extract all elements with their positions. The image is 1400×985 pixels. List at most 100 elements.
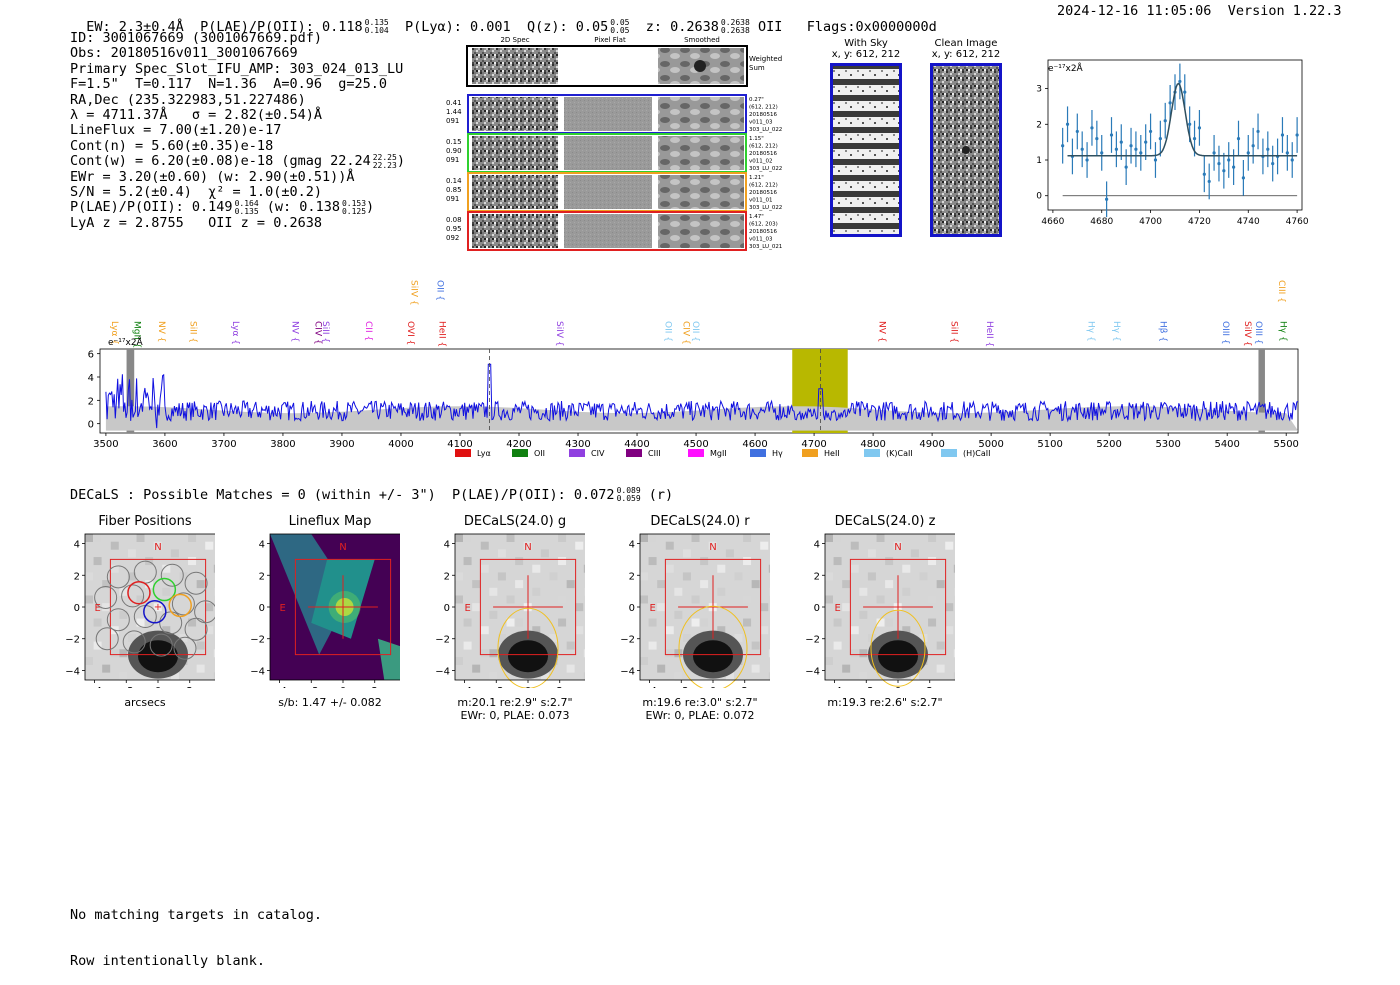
decals-noise-pixel bbox=[153, 541, 162, 550]
line-fit-point bbox=[1153, 158, 1158, 162]
decals-noise-pixel bbox=[876, 534, 885, 542]
cutout-row-left-value: 0.95 bbox=[446, 225, 462, 233]
decals-noise-pixel bbox=[196, 664, 205, 673]
info-id: ID: 3001067669 (3001067669.pdf) bbox=[70, 30, 322, 46]
panel-ytick-label: 4 bbox=[259, 540, 265, 551]
line-fit-point bbox=[1188, 122, 1192, 126]
decals-noise-pixel bbox=[936, 580, 945, 589]
decals-noise-pixel bbox=[102, 664, 111, 673]
decals-noise-pixel bbox=[136, 595, 145, 604]
fiber-circle-green bbox=[152, 577, 177, 602]
spectrum-line-label: SiIV { bbox=[554, 321, 564, 347]
spectrum-xtick-label: 5000 bbox=[978, 439, 1003, 450]
decals-noise-pixel bbox=[876, 595, 885, 604]
decals-noise-pixel bbox=[205, 626, 214, 635]
decals-noise-pixel bbox=[928, 595, 937, 604]
decals-noise-pixel bbox=[455, 595, 463, 604]
panel-xtick-label: 2 bbox=[927, 686, 933, 688]
decals-noise-pixel bbox=[648, 641, 657, 650]
cutout-row-right-value: 20180516 bbox=[749, 229, 777, 235]
decals-noise-pixel bbox=[682, 549, 691, 558]
decals-noise-pixel bbox=[674, 672, 683, 681]
fiber-circle bbox=[121, 584, 145, 608]
fiber-circle bbox=[184, 617, 208, 641]
line-fit-xtick-label: 4720 bbox=[1188, 217, 1211, 227]
decals-noise-pixel bbox=[833, 618, 842, 627]
panel-ytick-label: 4 bbox=[74, 540, 80, 551]
z-hi: 0.2638 bbox=[720, 18, 750, 27]
spectrum-xtick-label: 5200 bbox=[1096, 439, 1121, 450]
decals-noise-pixel bbox=[136, 618, 145, 627]
spectrum-xtick-label: 4800 bbox=[860, 439, 885, 450]
panel-xtick-label: 2 bbox=[372, 686, 378, 688]
decals-noise-pixel bbox=[859, 649, 868, 658]
panel-xtick-label: −4 bbox=[642, 686, 657, 688]
decals-panel-image: NE−4−4−2−2002244 bbox=[620, 533, 770, 688]
decals-plae-hi: 0.089 bbox=[616, 486, 641, 495]
decals-noise-pixel bbox=[110, 649, 119, 658]
decals-noise-pixel bbox=[162, 626, 171, 635]
line-fit-xtick-label: 4680 bbox=[1090, 217, 1113, 227]
spectrum-xtick-label: 5400 bbox=[1214, 439, 1239, 450]
fiber-circle bbox=[160, 563, 184, 587]
decals-noise-pixel bbox=[145, 618, 154, 627]
line-fit-chart: e⁻¹⁷x2Å 4660 4680 4700 4720 4740 4760 0 1 2 3 bbox=[1036, 59, 1309, 227]
decals-panel-title: DECaLS(24.0) r bbox=[650, 514, 750, 529]
line-fit-point bbox=[1202, 172, 1206, 176]
decals-noise-pixel bbox=[532, 564, 541, 573]
decals-panel-title: DECaLS(24.0) z bbox=[834, 514, 936, 529]
decals-noise-pixel bbox=[725, 549, 734, 558]
fiber-circle bbox=[106, 608, 130, 632]
decals-noise-pixel bbox=[953, 649, 955, 658]
spectrum-legend-label: Hγ bbox=[772, 449, 783, 458]
cutout-row-left-value: 0.85 bbox=[446, 186, 462, 194]
spectrum-line-label: NV { bbox=[289, 321, 299, 342]
decals-noise-pixel bbox=[506, 618, 515, 627]
info-ewr: EWr = 3.20(±0.60) (w: 2.90(±0.51))Å bbox=[70, 168, 355, 185]
spectrum-line-label-top: CIII { bbox=[1276, 280, 1286, 303]
line-fit-point bbox=[1065, 122, 1070, 126]
panel-xtick-label: −4 bbox=[87, 686, 102, 688]
line-fit-point bbox=[1232, 165, 1236, 169]
decals-noise-pixel bbox=[743, 534, 752, 542]
decals-noise-pixel bbox=[93, 557, 102, 566]
panel-xtick-label: −2 bbox=[859, 686, 874, 688]
decals-noise-pixel bbox=[910, 672, 919, 681]
spectrum-line-label: MgII { bbox=[131, 321, 141, 348]
spectrum-xtick-label: 4700 bbox=[801, 439, 826, 450]
panel-xtick-label: 0 bbox=[340, 686, 346, 688]
cutout-smoothed bbox=[658, 175, 744, 209]
z-value: z: 0.2638 bbox=[645, 19, 719, 35]
spectrum-ytick-label: 0 bbox=[88, 420, 94, 431]
decals-noise-pixel bbox=[768, 672, 770, 681]
panel-xtick-label: 0 bbox=[895, 686, 901, 688]
cutout-flat bbox=[564, 97, 652, 131]
decals-noise-pixel bbox=[455, 534, 463, 542]
spectrum-line-label: HeII { bbox=[436, 321, 446, 347]
decals-panel-image: NE−4−4−2−2002244 bbox=[805, 533, 955, 688]
line-fit-point bbox=[1197, 126, 1202, 130]
decals-noise-pixel bbox=[532, 587, 541, 596]
cutout-row-right-value: (612, 203) bbox=[749, 222, 778, 228]
decals-noise-pixel bbox=[833, 641, 842, 650]
decals-noise-pixel bbox=[179, 633, 188, 642]
decals-noise-pixel bbox=[725, 672, 734, 681]
panel-xtick-label: 0 bbox=[710, 686, 716, 688]
clean-image bbox=[930, 63, 1002, 237]
decals-noise-pixel bbox=[936, 641, 945, 650]
decals-noise-pixel bbox=[902, 564, 911, 573]
line-fit-ytick-label: 0 bbox=[1036, 192, 1042, 202]
decals-noise-pixel bbox=[825, 572, 833, 581]
decals-noise-pixel bbox=[558, 595, 567, 604]
line-fit-point bbox=[1246, 151, 1250, 155]
line-fit-point bbox=[1144, 140, 1148, 144]
cutout-2dspec bbox=[472, 214, 558, 248]
spectrum-legend-swatch bbox=[626, 449, 642, 457]
panel-xtick-label: −4 bbox=[827, 686, 842, 688]
panel-ytick-label: −2 bbox=[250, 635, 265, 646]
line-fit-point bbox=[1129, 144, 1133, 148]
panel-ytick-label: 2 bbox=[814, 571, 820, 582]
decals-noise-pixel bbox=[910, 549, 919, 558]
cutout-row-right-value: (612, 212) bbox=[749, 183, 778, 189]
north-label: N bbox=[894, 542, 901, 553]
